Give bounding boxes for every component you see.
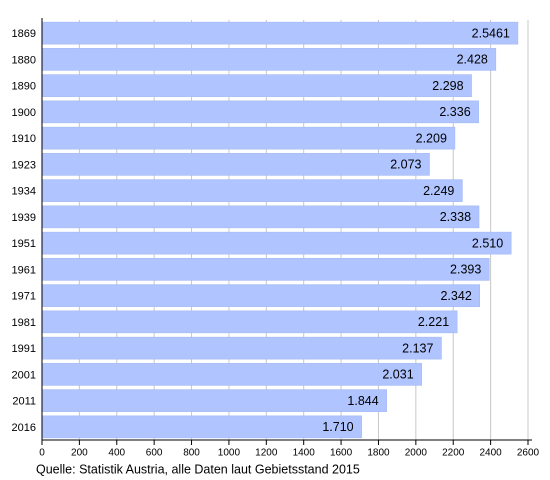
source-note: Quelle: Statistik Austria, alle Daten la… (36, 462, 360, 476)
x-tick-label: 1600 (330, 448, 353, 459)
x-tick-label: 1200 (255, 448, 278, 459)
y-tick-label: 1971 (12, 291, 36, 303)
y-tick-label: 1880 (12, 54, 36, 66)
y-tick-label: 1923 (12, 159, 36, 171)
bar (41, 363, 422, 386)
bar (41, 415, 362, 439)
x-tick-label: 1000 (218, 448, 241, 459)
bar (41, 336, 442, 360)
value-label: 2.428 (457, 53, 488, 67)
y-tick-label: 1951 (12, 238, 36, 250)
y-tick-label: 1934 (12, 186, 36, 198)
y-tick-label: 1910 (12, 133, 36, 145)
x-tick-label: 800 (183, 448, 200, 459)
bar (41, 48, 497, 71)
x-tick-label: 0 (39, 448, 45, 459)
bar (41, 231, 512, 255)
y-tick-label: 1981 (12, 317, 36, 329)
value-label: 2.209 (416, 131, 447, 145)
y-tick-label: 2001 (12, 369, 36, 381)
value-label: 2.073 (390, 158, 421, 172)
y-tick-label: 2016 (12, 422, 36, 434)
value-label: 2.338 (440, 210, 471, 224)
x-tick-label: 2600 (517, 448, 540, 459)
value-label: 2.342 (440, 289, 471, 303)
x-tick-label: 400 (108, 448, 125, 459)
value-label: 2.031 (382, 368, 413, 382)
bar (41, 74, 472, 97)
bar (41, 179, 463, 202)
y-tick-label: 1991 (12, 343, 36, 355)
y-tick-label: 1869 (12, 28, 36, 40)
value-label: 1.844 (347, 394, 378, 408)
x-tick-label: 200 (71, 448, 88, 459)
x-tick-label: 1800 (367, 448, 390, 459)
value-label: 2.393 (450, 263, 481, 277)
x-tick-label: 2200 (442, 448, 465, 459)
y-tick-label: 1890 (12, 81, 36, 93)
x-tick-label: 1400 (293, 448, 316, 459)
value-label: 2.221 (418, 315, 449, 329)
x-tick-label: 2000 (405, 448, 428, 459)
y-tick-label: 2011 (12, 396, 36, 408)
bar (41, 205, 480, 229)
value-label: 2.336 (439, 105, 470, 119)
x-tick-label: 2400 (479, 448, 502, 459)
bar (41, 258, 490, 281)
value-label: 2.5461 (472, 26, 510, 40)
bar (41, 284, 481, 307)
value-label: 2.137 (402, 341, 433, 355)
bar (41, 153, 430, 176)
value-label: 2.298 (432, 79, 463, 93)
y-tick-label: 1900 (12, 107, 36, 119)
x-tick-label: 600 (146, 448, 163, 459)
y-tick-label: 1939 (12, 212, 36, 224)
bar (41, 310, 458, 334)
bar (41, 126, 456, 150)
bar (41, 389, 387, 412)
y-tick-label: 1961 (12, 264, 36, 276)
bar (41, 100, 479, 124)
bar (41, 21, 519, 45)
value-label: 2.249 (423, 184, 454, 198)
value-label: 1.710 (322, 420, 353, 434)
value-label: 2.510 (472, 236, 503, 250)
